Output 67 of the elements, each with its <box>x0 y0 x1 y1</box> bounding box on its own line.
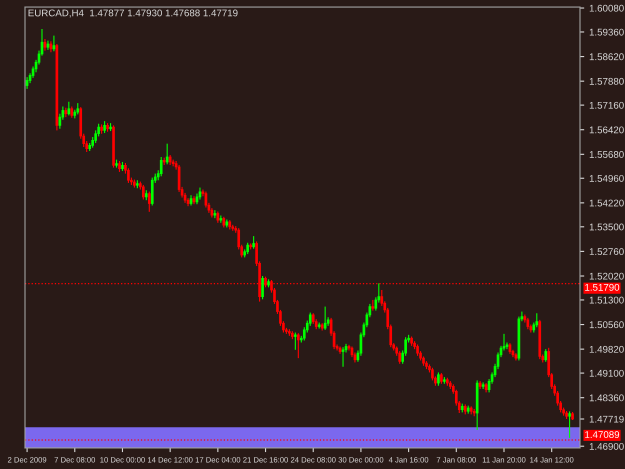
candlestick <box>70 106 74 118</box>
candlestick <box>168 154 172 166</box>
candlestick <box>398 350 402 364</box>
candlestick <box>46 40 50 50</box>
y-tick-label: 1.54960 <box>590 174 624 182</box>
ref-line-label: 1.51790 <box>585 284 620 291</box>
candlestick <box>296 332 300 359</box>
candlestick <box>198 187 202 200</box>
candlestick <box>100 124 103 134</box>
candlestick <box>64 107 68 118</box>
candlestick <box>142 184 145 200</box>
candlestick <box>26 76 28 90</box>
candlestick <box>67 101 70 116</box>
candlestick <box>410 336 413 346</box>
candlestick <box>222 216 226 228</box>
candlestick <box>148 191 151 212</box>
candlestick <box>246 242 249 255</box>
y-tick-label: 1.49820 <box>590 346 624 353</box>
candlestick <box>44 38 46 52</box>
candlestick <box>216 210 220 224</box>
y-tick-label: 1.46900 <box>590 442 624 450</box>
candlestick <box>118 160 121 172</box>
y-tick-label: 1.54220 <box>590 200 624 206</box>
y-tick-label: 1.59360 <box>590 28 624 36</box>
candlestick <box>568 410 571 438</box>
chart-title: EURCAD,H4 1.47877 1.47930 1.47688 1.47719 <box>28 9 238 18</box>
candlestick <box>166 143 169 165</box>
candlestick <box>437 372 440 386</box>
candlestick <box>372 299 374 312</box>
candlestick <box>162 157 166 166</box>
candlestick <box>144 190 148 201</box>
y-tick-label: 1.52760 <box>590 248 624 256</box>
candlestick <box>342 346 344 368</box>
candlestick <box>252 236 255 250</box>
y-tick-label: 1.60080 <box>590 4 624 12</box>
ref-line-label: 1.47089 <box>585 431 620 438</box>
candlestick <box>190 194 192 206</box>
y-tick-label: 1.56420 <box>590 126 624 134</box>
y-tick-label: 1.50560 <box>590 321 624 328</box>
y-tick-label: 1.53500 <box>590 224 624 230</box>
candlestick <box>416 344 419 356</box>
candlestick <box>50 40 52 53</box>
y-tick-label: 1.57880 <box>590 78 624 85</box>
candlestick <box>228 220 232 230</box>
candlestick <box>484 382 488 393</box>
candlestick <box>508 342 512 354</box>
candlestick <box>294 332 297 350</box>
candlestick <box>103 120 106 134</box>
candlestick <box>526 317 530 330</box>
y-tick-label: 1.55680 <box>590 151 624 158</box>
candlestick <box>544 348 548 362</box>
candlestick <box>261 275 264 300</box>
y-tick-label: 1.48360 <box>590 394 624 402</box>
candlestick <box>150 177 154 206</box>
candlestick <box>464 404 467 415</box>
y-tick-label: 1.47719 <box>590 416 624 423</box>
y-tick-label: 1.49100 <box>590 370 624 377</box>
y-tick-label: 1.57160 <box>590 102 624 109</box>
candlestick <box>52 35 56 52</box>
candlestick <box>76 102 80 115</box>
y-tick-label: 1.51300 <box>590 296 624 304</box>
y-tick-label: 1.52020 <box>590 272 624 280</box>
y-tick-label: 1.58620 <box>590 53 624 60</box>
candlestick <box>264 276 267 288</box>
candlestick <box>160 156 163 177</box>
candlestick <box>324 306 326 330</box>
candlestick <box>440 372 443 384</box>
